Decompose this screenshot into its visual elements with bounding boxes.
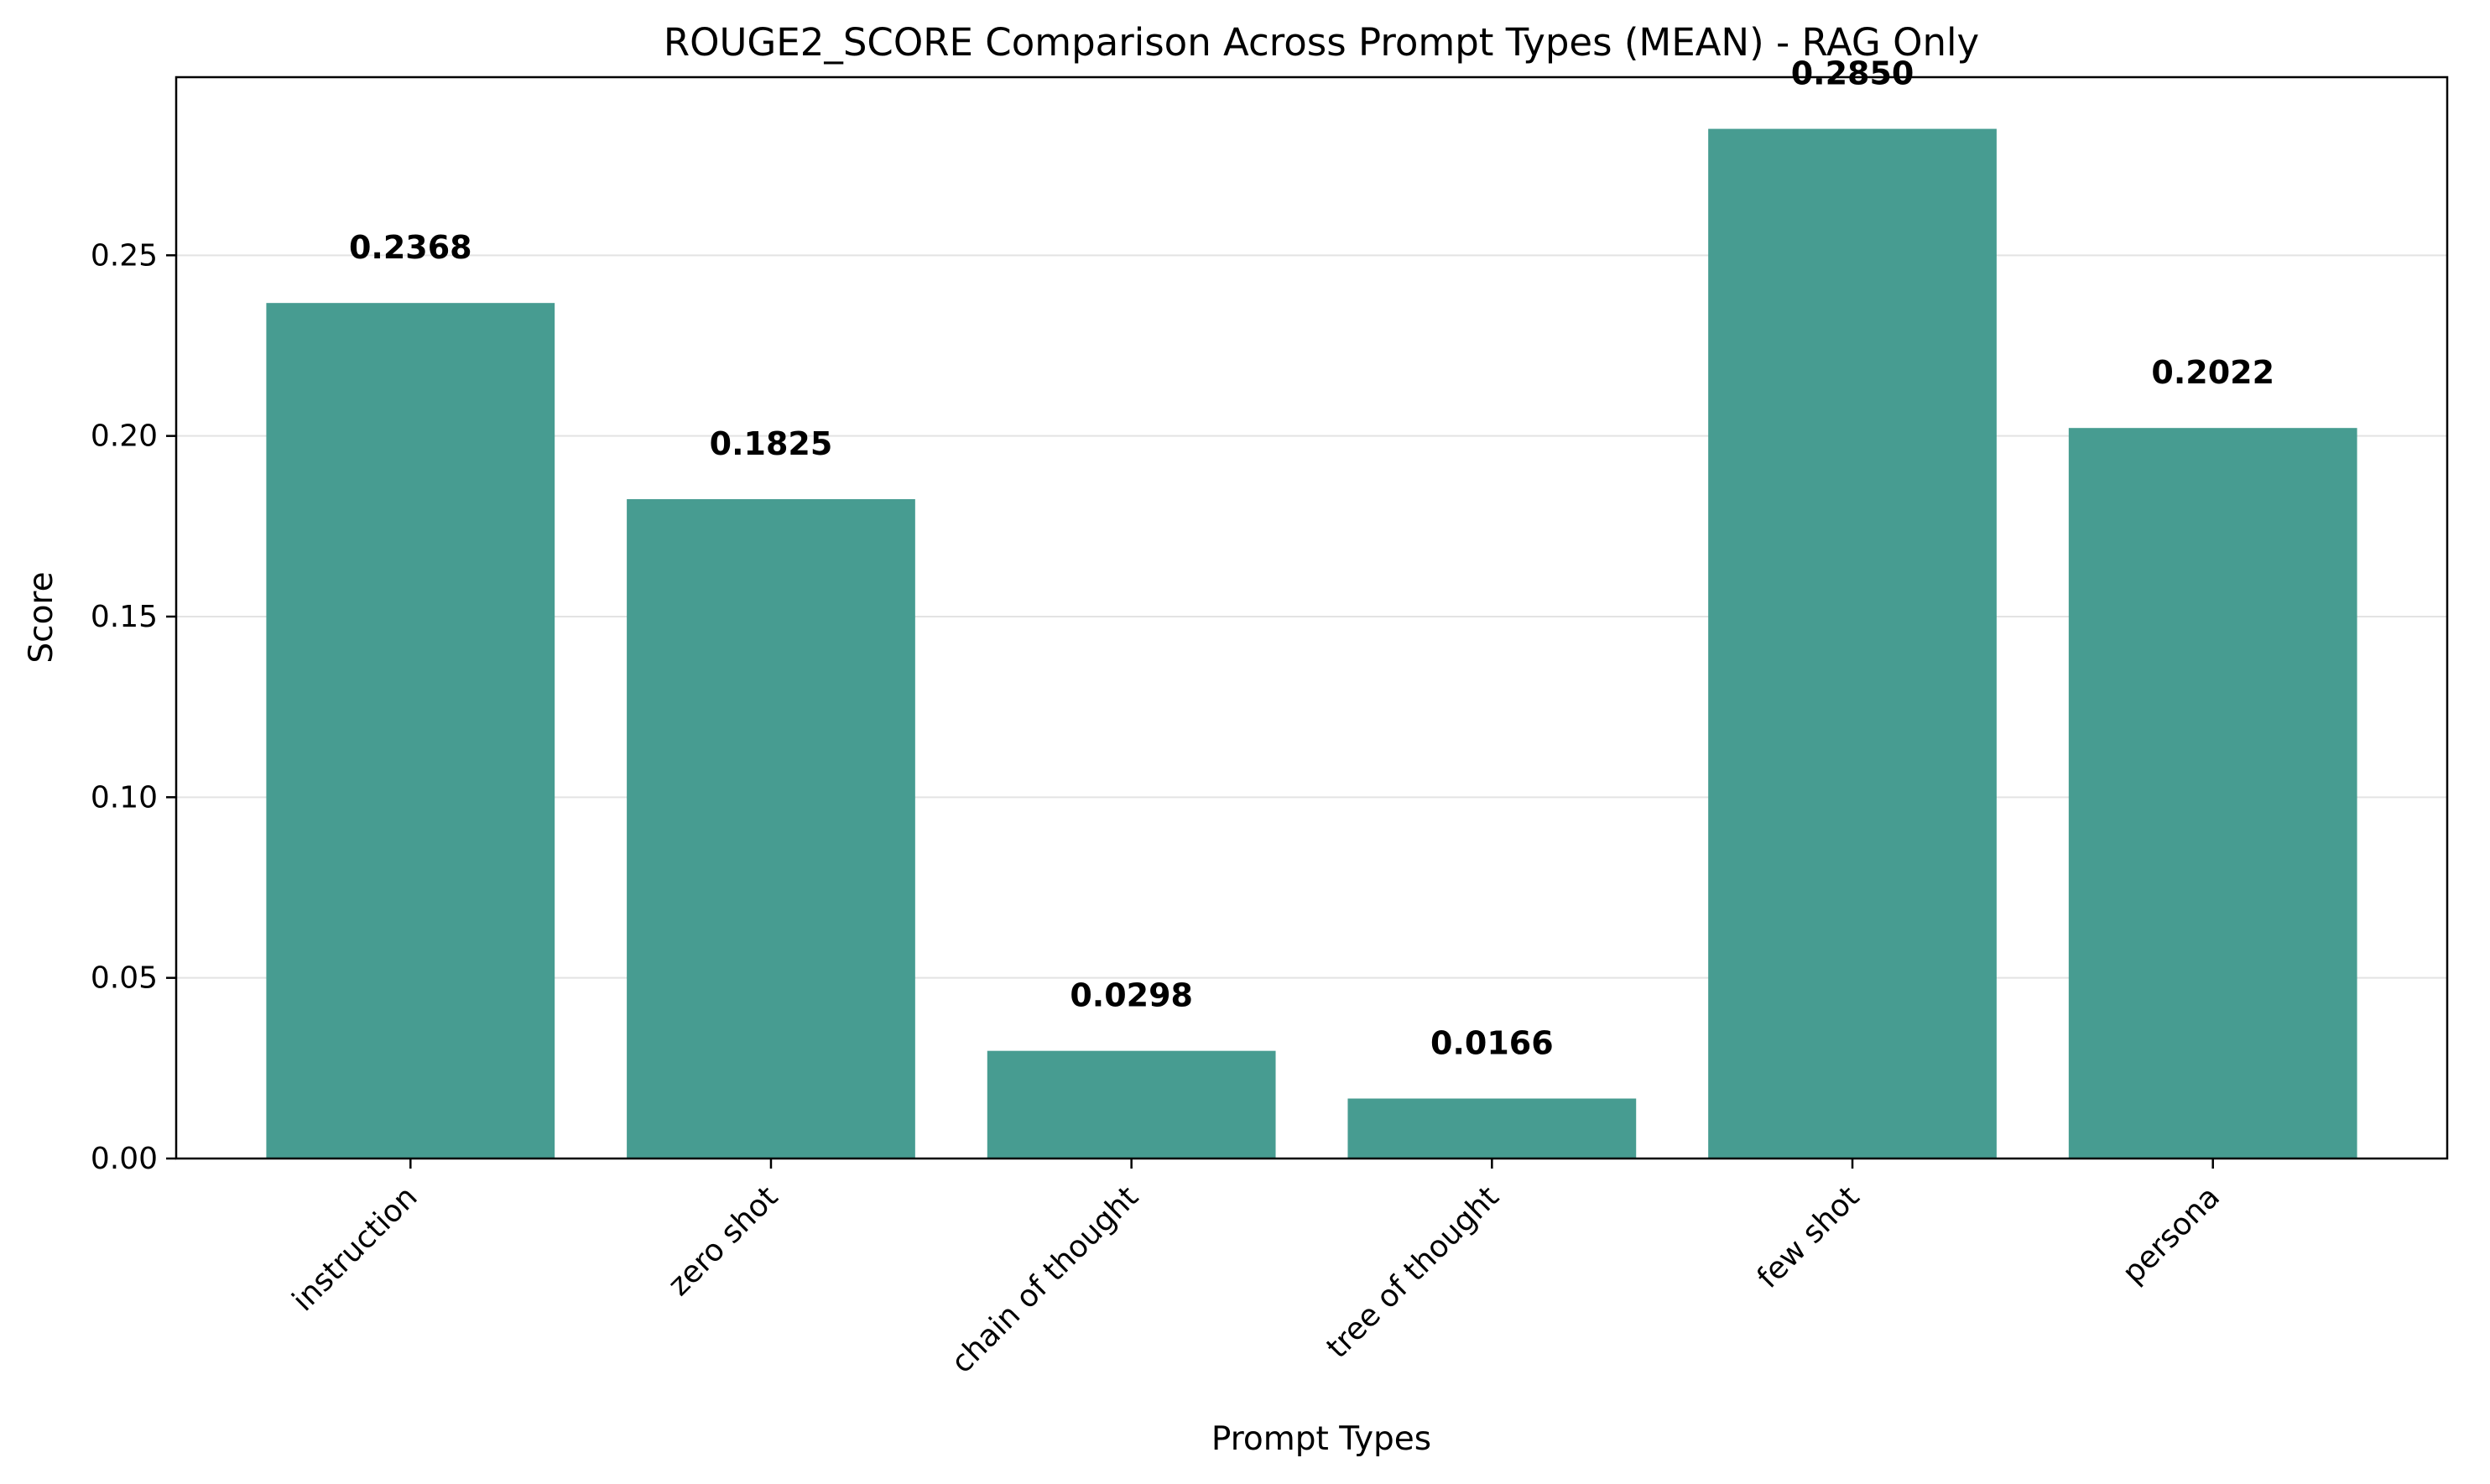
y-axis-ticks: 0.00 0.05 0.10 0.15 0.20 0.25 [91,238,176,1176]
bar-value-label: 0.2850 [1791,55,1914,92]
bar-value-label: 0.2368 [349,229,472,266]
bar-value-label: 0.0298 [1070,977,1193,1014]
bars [266,128,2357,1159]
chart-title: ROUGE2_SCORE Comparison Across Prompt Ty… [664,20,1979,65]
y-tick-label: 0.20 [91,419,158,454]
bar-value-label: 0.1825 [710,425,833,462]
bar [987,1050,1276,1159]
bar [2068,428,2357,1159]
bar [266,303,555,1159]
y-tick-label: 0.25 [91,238,158,273]
y-tick-label: 0.10 [91,780,158,815]
bar [1708,128,1997,1159]
bar-value-label: 0.0166 [1430,1025,1554,1062]
y-axis-label: Score [23,571,60,663]
x-tick-label: instruction [286,1179,425,1318]
x-tick-label: few shot [1751,1179,1866,1294]
y-tick-label: 0.15 [91,600,158,634]
x-tick-label: zero shot [662,1179,785,1303]
value-labels: 0.2368 0.1825 0.0298 0.0166 0.2850 0.2022 [349,55,2274,1062]
x-axis-ticks: instruction zero shot chain of thought tree… [286,1159,2227,1380]
y-tick-label: 0.05 [91,961,158,996]
plot-frame [175,76,2449,1160]
x-tick-label: persona [2116,1179,2227,1290]
bar [1347,1098,1637,1159]
bar [627,499,915,1159]
y-tick-label: 0.00 [91,1142,158,1176]
x-axis-label: Prompt Types [1211,1420,1431,1458]
x-tick-label: tree of thought [1321,1179,1506,1365]
bar-value-label: 0.2022 [2151,354,2274,391]
x-tick-label: chain of thought [945,1179,1145,1380]
